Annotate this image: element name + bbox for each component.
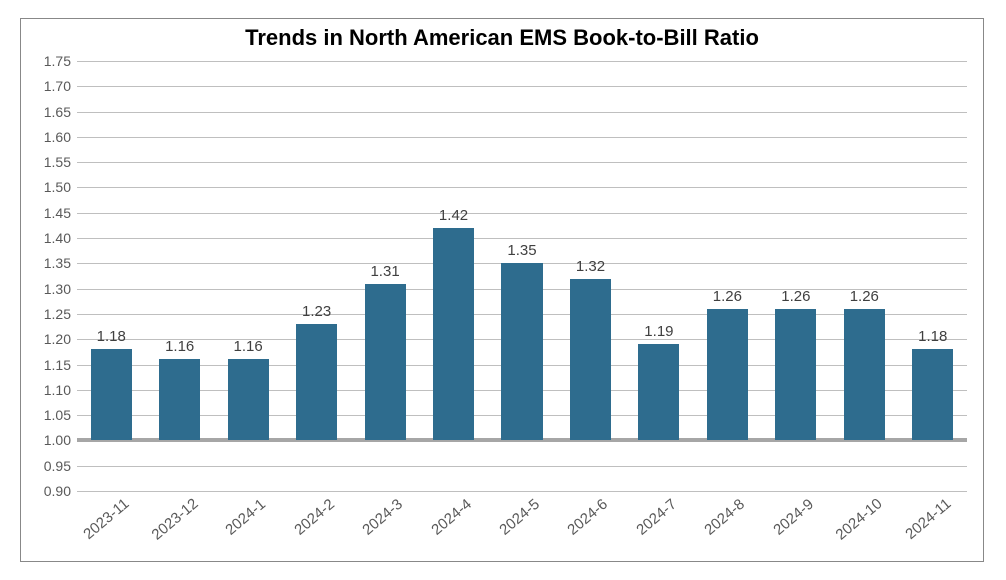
x-axis-label: 2024-8 (698, 491, 749, 539)
y-axis-label: 1.50 (44, 179, 77, 195)
bar-value-label: 1.18 (97, 328, 126, 345)
y-axis-label: 1.30 (44, 281, 77, 297)
bar: 1.18 (91, 349, 132, 440)
bar-value-label: 1.42 (439, 207, 468, 224)
bar: 1.42 (433, 228, 474, 440)
bar-value-label: 1.16 (165, 338, 194, 355)
bar-value-label: 1.16 (234, 338, 263, 355)
x-axis-label: 2024-5 (492, 491, 543, 539)
x-axis-label: 2024-6 (561, 491, 612, 539)
bar-value-label: 1.23 (302, 303, 331, 320)
bar: 1.32 (570, 279, 611, 441)
bar-group: 1.312024-3 (365, 61, 406, 491)
bar-group: 1.352024-5 (501, 61, 542, 491)
x-axis-label: 2024-7 (629, 491, 680, 539)
y-axis-label: 0.90 (44, 483, 77, 499)
x-axis-label: 2024-1 (219, 491, 270, 539)
bar: 1.18 (912, 349, 953, 440)
y-axis-label: 1.75 (44, 53, 77, 69)
bar-value-label: 1.26 (781, 288, 810, 305)
x-axis-label: 2023-11 (77, 491, 133, 543)
bar: 1.26 (707, 309, 748, 441)
y-axis-label: 1.10 (44, 382, 77, 398)
plot-area: 0.900.951.001.051.101.151.201.251.301.35… (77, 61, 967, 491)
bar: 1.16 (159, 359, 200, 440)
bar: 1.19 (638, 344, 679, 440)
bar: 1.16 (228, 359, 269, 440)
x-axis-label: 2024-10 (829, 491, 886, 544)
y-axis-label: 1.70 (44, 78, 77, 94)
y-axis-label: 1.15 (44, 357, 77, 373)
x-axis-label: 2024-2 (287, 491, 338, 539)
bar-value-label: 1.26 (850, 288, 879, 305)
y-axis-label: 1.00 (44, 432, 77, 448)
chart-title: Trends in North American EMS Book-to-Bil… (21, 19, 983, 51)
y-axis-label: 0.95 (44, 458, 77, 474)
bar-value-label: 1.26 (713, 288, 742, 305)
bar-value-label: 1.32 (576, 258, 605, 275)
bar: 1.23 (296, 324, 337, 440)
bar-value-label: 1.18 (918, 328, 947, 345)
gridline (77, 491, 967, 492)
y-axis-label: 1.05 (44, 407, 77, 423)
y-axis-label: 1.40 (44, 230, 77, 246)
bar: 1.26 (775, 309, 816, 441)
bar-group: 1.192024-7 (638, 61, 679, 491)
bar-group: 1.162024-1 (228, 61, 269, 491)
y-axis-label: 1.20 (44, 331, 77, 347)
bar-group: 1.422024-4 (433, 61, 474, 491)
chart-container: Trends in North American EMS Book-to-Bil… (20, 18, 984, 562)
y-axis-label: 1.55 (44, 154, 77, 170)
bar-value-label: 1.35 (507, 242, 536, 259)
bar-group: 1.162023-12 (159, 61, 200, 491)
bar-group: 1.182023-11 (91, 61, 132, 491)
y-axis-label: 1.35 (44, 255, 77, 271)
bar-group: 1.262024-9 (775, 61, 816, 491)
bar: 1.26 (844, 309, 885, 441)
bar-group: 1.322024-6 (570, 61, 611, 491)
x-axis-label: 2023-12 (144, 491, 201, 544)
y-axis-label: 1.65 (44, 104, 77, 120)
bar-value-label: 1.19 (644, 323, 673, 340)
bar: 1.31 (365, 284, 406, 441)
x-axis-label: 2024-4 (424, 491, 475, 539)
bar-group: 1.232024-2 (296, 61, 337, 491)
bar-group: 1.182024-11 (912, 61, 953, 491)
y-axis-label: 1.25 (44, 306, 77, 322)
x-axis-label: 2024-11 (898, 491, 954, 543)
y-axis-label: 1.45 (44, 205, 77, 221)
bar: 1.35 (501, 263, 542, 440)
bar-value-label: 1.31 (370, 263, 399, 280)
bar-group: 1.262024-10 (844, 61, 885, 491)
bar-group: 1.262024-8 (707, 61, 748, 491)
x-axis-label: 2024-9 (766, 491, 817, 539)
y-axis-label: 1.60 (44, 129, 77, 145)
x-axis-label: 2024-3 (355, 491, 406, 539)
